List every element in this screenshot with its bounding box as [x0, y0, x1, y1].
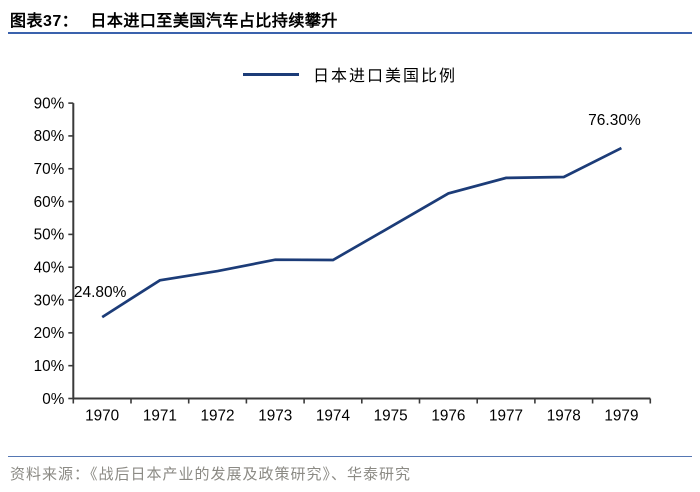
- y-axis-tick-label: 40%: [34, 260, 65, 277]
- legend-line-swatch: [242, 72, 299, 76]
- y-axis-tick-label: 20%: [34, 325, 65, 342]
- x-axis-tick-label: 1975: [374, 408, 408, 425]
- point-label: 76.30%: [588, 112, 641, 129]
- x-axis-tick-label: 1978: [547, 408, 581, 425]
- y-axis-tick-label: 10%: [34, 358, 65, 375]
- x-axis-tick-label: 1977: [489, 408, 523, 425]
- y-axis-tick-label: 50%: [34, 227, 65, 244]
- y-axis-tick-label: 90%: [34, 95, 65, 112]
- y-axis-tick-label: 60%: [34, 194, 65, 211]
- legend-label: 日本进口美国比例: [312, 66, 457, 85]
- source-note: 资料来源：《战后日本产业的发展及政策研究》、华泰研究: [10, 465, 412, 483]
- x-axis-tick-label: 1974: [316, 408, 351, 425]
- line-chart: 0% 10% 20% 30% 40% 50% 60% 70% 80% 90% 1970 1971 197…: [34, 95, 652, 425]
- y-axis-tick-label: 70%: [34, 161, 65, 178]
- title-divider: [8, 32, 692, 34]
- point-label: 24.80%: [74, 284, 127, 301]
- figure-number-label: 图表37：: [10, 13, 79, 30]
- x-axis-tick-label: 1971: [143, 408, 177, 425]
- x-axis-tick-label: 1973: [258, 408, 292, 425]
- x-axis-tick-label: 1979: [604, 408, 638, 425]
- figure-title: 日本进口至美国汽车占比持续攀升: [90, 13, 338, 30]
- chart-legend: 日本进口美国比例: [0, 62, 700, 86]
- y-axis-tick-label: 0%: [42, 391, 65, 408]
- data-line: [101, 146, 623, 319]
- y-axis-tick-label: 30%: [34, 292, 65, 309]
- figure-header: 图表37： 日本进口至美国汽车占比持续攀升: [10, 7, 690, 31]
- footer-divider: [8, 456, 692, 457]
- x-axis-tick-label: 1976: [431, 408, 465, 425]
- x-axis-tick-label: 1972: [201, 408, 235, 425]
- x-axis-tick-label: 1970: [85, 408, 119, 425]
- y-axis-tick-label: 80%: [34, 128, 65, 145]
